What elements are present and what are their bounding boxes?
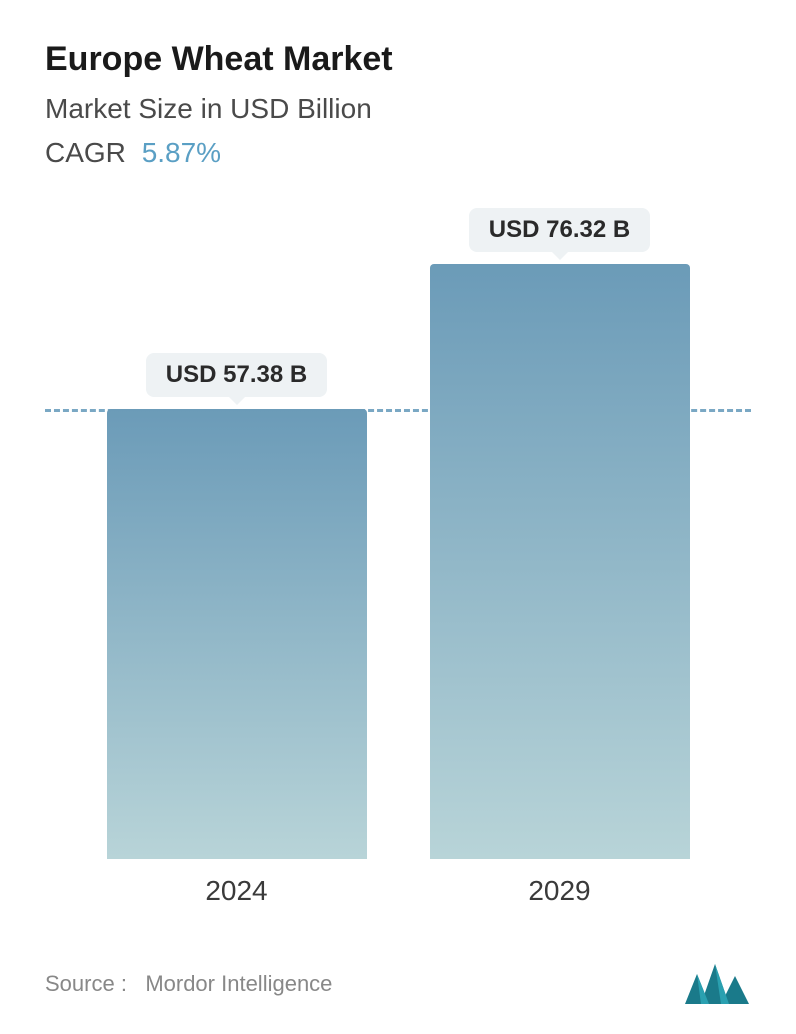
- cagr-row: CAGR 5.87%: [45, 137, 751, 169]
- source-label: Source :: [45, 971, 127, 996]
- cagr-label: CAGR: [45, 137, 126, 168]
- logo-icon: [685, 964, 751, 1004]
- chart-area: USD 57.38 B USD 76.32 B 2024 2029: [45, 219, 751, 899]
- bar-0: [107, 409, 367, 859]
- cagr-value: 5.87%: [142, 137, 221, 168]
- x-label-0: 2024: [107, 875, 367, 907]
- x-axis-labels: 2024 2029: [45, 859, 751, 907]
- x-label-1: 2029: [430, 875, 690, 907]
- chart-footer: Source : Mordor Intelligence: [45, 964, 751, 1004]
- value-label-0: USD 57.38 B: [146, 353, 327, 397]
- chart-subtitle: Market Size in USD Billion: [45, 93, 751, 125]
- chart-header: Europe Wheat Market Market Size in USD B…: [45, 40, 751, 169]
- bar-group-0: USD 57.38 B: [107, 353, 367, 859]
- value-label-1: USD 76.32 B: [469, 208, 650, 252]
- bar-1: [430, 264, 690, 859]
- brand-logo: [685, 964, 751, 1004]
- source-name: Mordor Intelligence: [145, 971, 332, 996]
- bars-container: USD 57.38 B USD 76.32 B: [45, 219, 751, 859]
- source-text: Source : Mordor Intelligence: [45, 971, 332, 997]
- chart-title: Europe Wheat Market: [45, 40, 751, 79]
- bar-group-1: USD 76.32 B: [430, 208, 690, 859]
